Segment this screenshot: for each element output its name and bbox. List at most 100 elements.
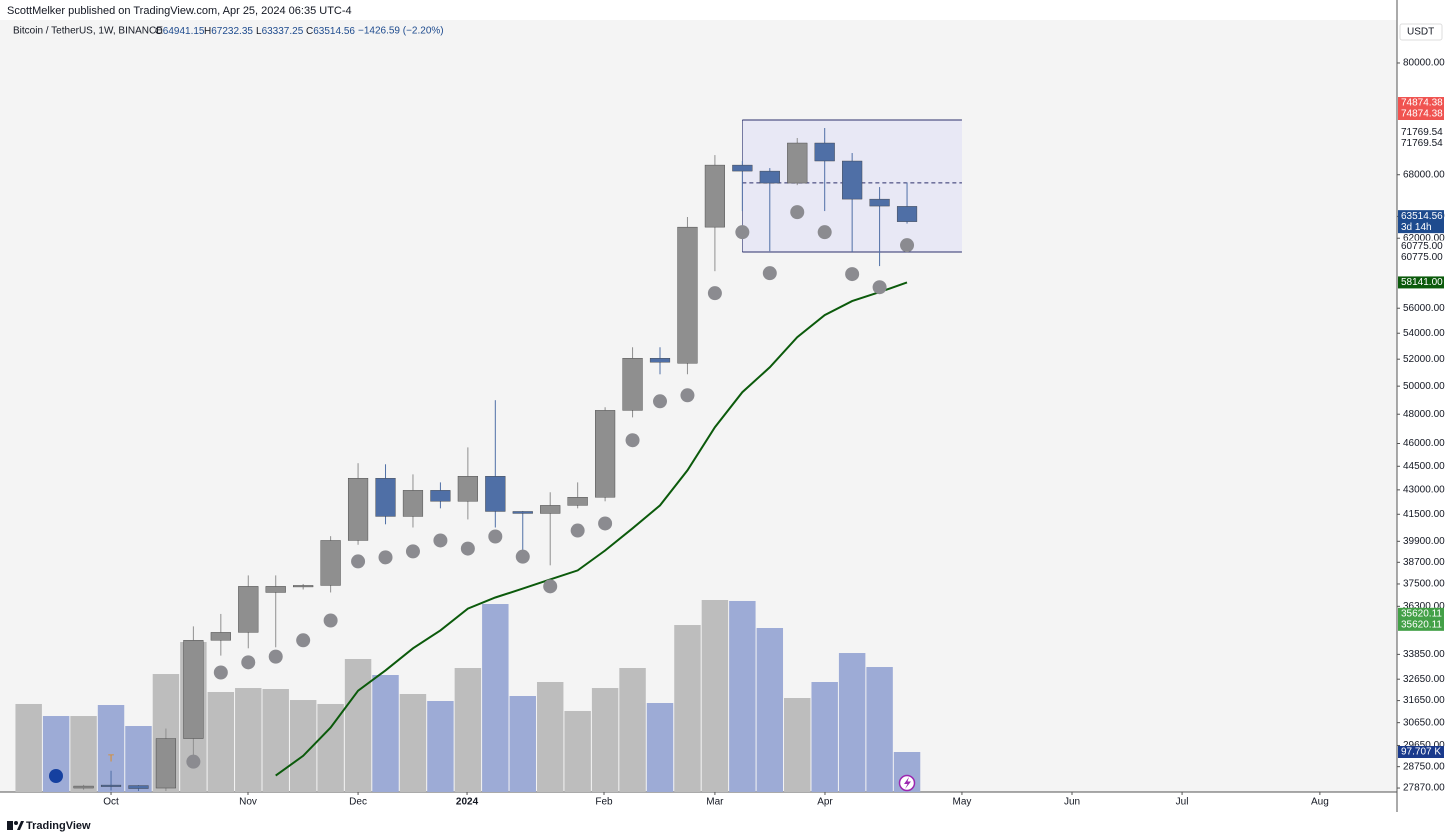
sar-dot — [241, 655, 256, 670]
y-tick-label: 52000.00 — [1403, 354, 1445, 365]
sar-dot — [680, 388, 695, 403]
candle-body — [183, 640, 204, 739]
x-tick-label: Feb — [595, 797, 613, 808]
price-badge-label: 60775.00 — [1401, 252, 1443, 263]
currency: USDT — [1407, 27, 1434, 38]
ohlc-value: 64941.15 — [163, 26, 205, 37]
sar-dot — [735, 225, 750, 240]
y-tick-label: 28750.00 — [1403, 761, 1445, 772]
y-tick-label: 39900.00 — [1403, 536, 1445, 547]
sar-dot — [488, 529, 503, 544]
ohlc-legend: L63337.25 — [256, 26, 304, 37]
ohlc-letter: L — [256, 26, 262, 37]
footer-brand: TradingView — [26, 820, 91, 832]
sar-dot — [598, 516, 613, 531]
candle-body — [265, 586, 286, 593]
candle-body — [485, 476, 506, 512]
ohlc-value: 67232.35 — [211, 26, 253, 37]
volume-bar — [125, 726, 152, 792]
y-tick-label: 31650.00 — [1403, 695, 1445, 706]
x-tick-label: Apr — [817, 797, 833, 808]
y-tick-label: 32650.00 — [1403, 674, 1445, 685]
price-badge — [1398, 276, 1444, 289]
volume-bar — [509, 696, 536, 792]
sar-dot — [296, 633, 311, 648]
volume-bar — [454, 668, 482, 792]
candle-body — [869, 198, 890, 207]
volume-bar — [399, 693, 427, 792]
candle-body — [238, 586, 259, 633]
candle-body — [622, 358, 643, 411]
footer-logo — [7, 821, 24, 830]
candle-body — [512, 511, 533, 514]
volume-bar — [344, 658, 372, 792]
logo-part — [7, 821, 13, 830]
sar-dot — [433, 533, 448, 548]
volume-bar — [729, 600, 756, 792]
change: −1426.59 (−2.20%) — [358, 26, 444, 37]
volume-bar — [619, 668, 646, 792]
x-tick-label: Dec — [349, 797, 367, 808]
header: ScottMelker published on TradingView.com… — [7, 5, 352, 17]
sar-dot — [460, 541, 475, 556]
candle-body — [457, 476, 478, 502]
volume-bar — [866, 667, 893, 792]
sar-dot — [405, 544, 420, 559]
sar-dot — [186, 754, 201, 769]
y-tick-label: 33850.00 — [1403, 649, 1445, 660]
candle-body — [100, 784, 122, 787]
currency-button[interactable] — [1399, 23, 1443, 41]
volume-bar — [70, 716, 97, 792]
y-tick-label: 56000.00 — [1403, 303, 1445, 314]
alert-bolt — [904, 777, 911, 789]
x-tick-label: Nov — [239, 797, 257, 808]
volume-bar — [784, 698, 811, 792]
event-dot — [49, 769, 63, 783]
candle-body — [649, 358, 671, 363]
y-tick-label: 38700.00 — [1403, 557, 1445, 568]
y-tick-label: 48000.00 — [1403, 409, 1445, 420]
volume-bar — [372, 675, 399, 792]
sar-dot — [570, 523, 585, 538]
sar-dot — [268, 649, 283, 664]
price-badge — [1398, 210, 1444, 234]
candle-body — [347, 478, 369, 541]
y-tick-label: 54000.00 — [1403, 328, 1445, 339]
volume-bar — [838, 653, 866, 792]
price-badge-label: 71769.54 — [1401, 127, 1443, 138]
volume-bar — [207, 691, 235, 792]
candle-body — [73, 785, 94, 789]
y-tick-label: 41500.00 — [1403, 509, 1445, 520]
x-tick-label: Jun — [1064, 797, 1080, 808]
y-tick-label: 46000.00 — [1403, 438, 1445, 449]
y-tick-label: 43000.00 — [1403, 485, 1445, 496]
price-badge-label: 3d 14h — [1401, 222, 1432, 233]
event-marker: T — [108, 754, 114, 765]
ohlc-letter: O — [155, 26, 163, 37]
volume-bar — [591, 688, 619, 792]
volume-bar — [811, 682, 838, 792]
sar-dot — [762, 266, 777, 281]
candle-body — [595, 410, 616, 498]
y-tick-label: 44500.00 — [1403, 461, 1445, 472]
price-badge-label: 35620.11 — [1401, 608, 1442, 619]
ohlc-legend: O64941.15 — [155, 26, 205, 37]
ohlc-legend: H67232.35 — [204, 26, 253, 37]
x-tick-label: 2024 — [456, 797, 479, 808]
sar-dot — [817, 225, 832, 240]
volume-bar — [674, 625, 701, 792]
x-tick-label: May — [952, 797, 971, 808]
volume-bar — [482, 604, 509, 792]
volume-bar — [235, 688, 262, 792]
price-badge-label: 60775.00 — [1401, 241, 1443, 252]
sar-dot — [900, 238, 915, 253]
x-tick-label: Oct — [103, 797, 119, 808]
candle-body — [320, 540, 341, 586]
y-tick-label: 80000.00 — [1403, 58, 1445, 69]
ohlc-letter: C — [306, 26, 313, 37]
candle-body — [896, 206, 918, 222]
price-badge-label: 74874.38 — [1401, 98, 1443, 109]
volume-bar — [646, 703, 674, 792]
plot — [15, 119, 962, 792]
